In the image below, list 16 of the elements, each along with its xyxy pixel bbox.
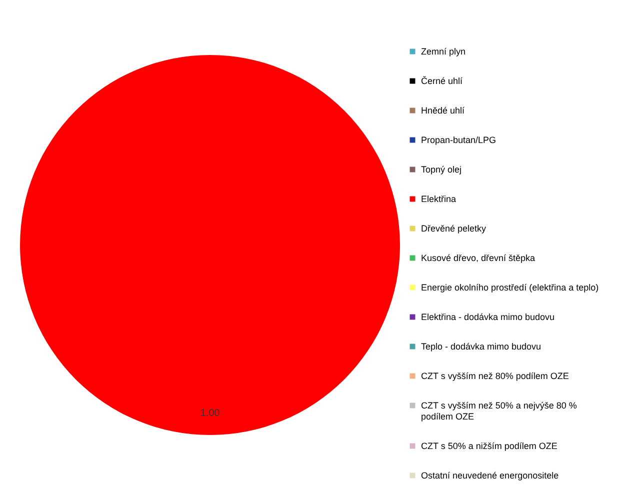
legend-label: Propan-butan/LPG: [421, 135, 496, 145]
legend-label: CZT s vyšším než 80% podílem OZE: [421, 371, 569, 381]
legend-label: Zemní plyn: [421, 46, 466, 56]
legend-label: Ostatní neuvedené energonositele: [421, 470, 559, 480]
legend-label: CZT s 50% a nižším podílem OZE: [421, 441, 558, 451]
legend-label: Hnědé uhlí: [421, 106, 466, 116]
legend-label: Teplo - dodávka mimo budovu: [421, 342, 542, 352]
legend-label: Kusové dřevo, dřevní štěpka: [421, 253, 536, 263]
legend-label: Topný olej: [421, 164, 462, 174]
legend-label: Černé uhlí: [421, 76, 464, 86]
legend-label: CZT s vyšším než 50% a nejvýše 80 % podílem OZE: [421, 400, 577, 422]
data-label: 1.00: [200, 408, 220, 419]
legend-label: Elektřina - dodávka mimo budovu: [421, 312, 555, 322]
legend-label: Elektřina: [421, 194, 456, 204]
legend-label: Energie okolního prostředí (elektřina a teplo): [421, 282, 599, 292]
legend-label: Dřevěné peletky: [421, 224, 487, 234]
